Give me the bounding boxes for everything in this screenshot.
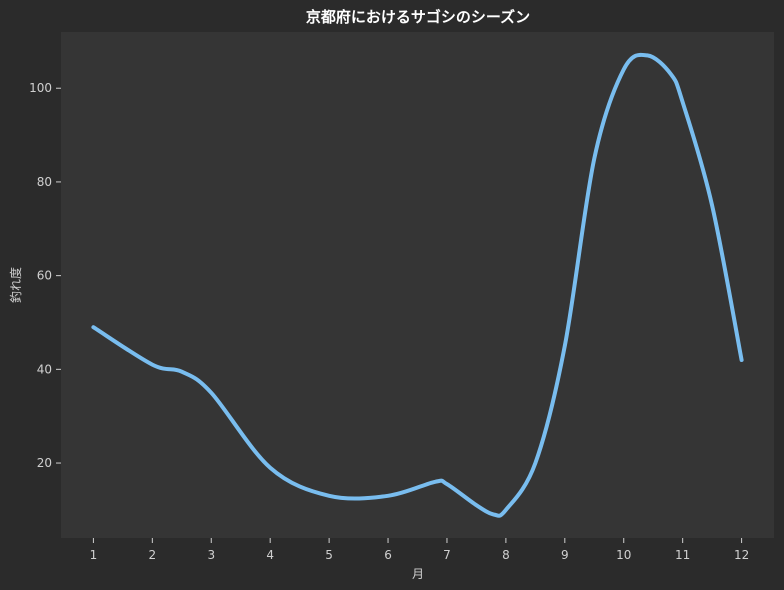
- plot-area: [61, 32, 774, 538]
- y-tick-label: 80: [37, 175, 52, 189]
- y-tick-label: 40: [37, 362, 52, 376]
- y-tick-label: 100: [29, 81, 52, 95]
- x-tick-label: 9: [561, 548, 569, 562]
- x-tick-label: 7: [443, 548, 451, 562]
- x-tick-label: 5: [325, 548, 333, 562]
- x-tick-label: 1: [90, 548, 98, 562]
- series-line: [91, 52, 744, 518]
- x-tick-label: 12: [734, 548, 749, 562]
- x-axis-label: 月: [412, 567, 424, 581]
- y-axis-ticks: 20 40 60 80 100: [29, 81, 61, 470]
- x-tick-label: 6: [384, 548, 392, 562]
- x-tick-label: 4: [266, 548, 274, 562]
- y-axis-label: 釣れ度: [8, 267, 23, 303]
- x-tick-label: 3: [207, 548, 215, 562]
- y-tick-label: 20: [37, 456, 52, 470]
- x-tick-label: 8: [502, 548, 510, 562]
- x-tick-label: 10: [616, 548, 631, 562]
- y-tick-label: 60: [37, 269, 52, 283]
- chart-title: 京都府におけるサゴシのシーズン: [306, 8, 530, 26]
- x-tick-label: 11: [675, 548, 690, 562]
- x-tick-label: 2: [149, 548, 157, 562]
- x-axis-ticks: 1 2 3 4 5 6 7 8 9 10 11 12: [90, 538, 749, 562]
